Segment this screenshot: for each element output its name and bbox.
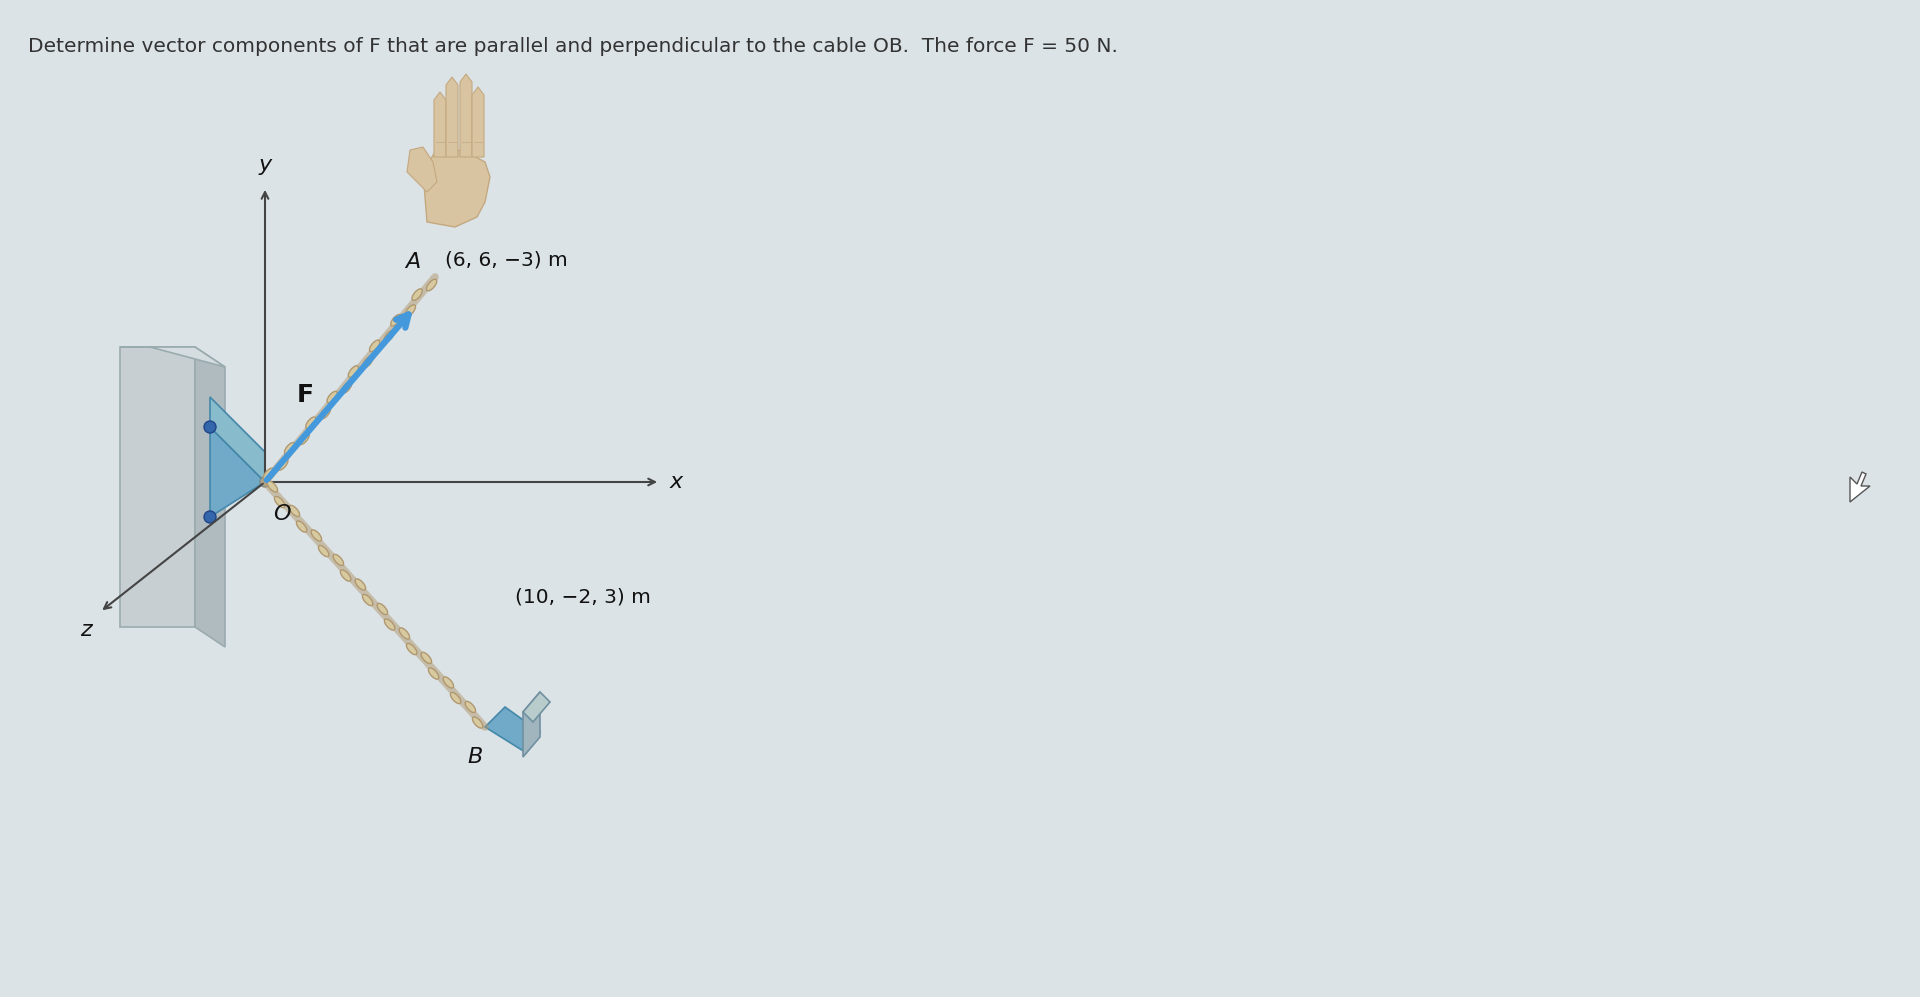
Ellipse shape (355, 579, 365, 590)
Text: z: z (81, 620, 92, 640)
Ellipse shape (363, 594, 372, 605)
Ellipse shape (334, 554, 344, 565)
Ellipse shape (290, 505, 300, 516)
Ellipse shape (319, 545, 328, 556)
Polygon shape (522, 692, 540, 757)
Ellipse shape (465, 701, 476, 713)
Ellipse shape (321, 408, 330, 419)
Text: (10, −2, 3) m: (10, −2, 3) m (515, 587, 651, 606)
Ellipse shape (399, 628, 409, 639)
Ellipse shape (405, 305, 415, 316)
Polygon shape (209, 427, 265, 517)
Ellipse shape (342, 382, 351, 393)
Ellipse shape (284, 443, 296, 455)
Text: A: A (405, 252, 420, 272)
Polygon shape (486, 707, 540, 752)
Polygon shape (461, 74, 472, 157)
Polygon shape (119, 347, 225, 367)
Ellipse shape (426, 279, 436, 291)
Ellipse shape (204, 511, 215, 523)
Ellipse shape (259, 477, 271, 487)
Ellipse shape (348, 366, 359, 377)
Ellipse shape (384, 619, 396, 630)
Text: F: F (296, 383, 313, 407)
Polygon shape (472, 87, 484, 157)
Ellipse shape (296, 521, 307, 532)
Polygon shape (522, 692, 549, 722)
Ellipse shape (300, 433, 309, 445)
Polygon shape (196, 347, 225, 647)
Text: O: O (273, 504, 290, 524)
Ellipse shape (392, 314, 401, 326)
Ellipse shape (444, 677, 453, 688)
Ellipse shape (420, 652, 432, 664)
Ellipse shape (428, 668, 440, 679)
Text: (6, 6, −3) m: (6, 6, −3) m (445, 250, 568, 269)
Polygon shape (209, 397, 265, 482)
Ellipse shape (413, 289, 422, 300)
Ellipse shape (376, 603, 388, 614)
Ellipse shape (267, 481, 278, 493)
Text: x: x (670, 472, 684, 492)
Ellipse shape (384, 330, 394, 342)
Ellipse shape (407, 643, 417, 655)
Text: B: B (467, 747, 482, 767)
Polygon shape (1851, 472, 1870, 502)
Ellipse shape (275, 497, 284, 507)
Polygon shape (119, 347, 196, 627)
Polygon shape (434, 92, 445, 157)
Polygon shape (407, 147, 438, 192)
Ellipse shape (369, 340, 380, 352)
Ellipse shape (451, 693, 461, 704)
Ellipse shape (263, 469, 273, 480)
Ellipse shape (305, 417, 317, 429)
Ellipse shape (340, 570, 351, 581)
Text: Determine vector components of F that are parallel and perpendicular to the cabl: Determine vector components of F that ar… (29, 37, 1117, 56)
Ellipse shape (363, 356, 372, 368)
Polygon shape (422, 150, 490, 227)
Ellipse shape (472, 717, 482, 728)
Ellipse shape (204, 421, 215, 433)
Ellipse shape (278, 459, 288, 471)
Polygon shape (445, 77, 459, 157)
Ellipse shape (326, 391, 338, 403)
Ellipse shape (311, 529, 321, 541)
Text: y: y (259, 155, 271, 175)
